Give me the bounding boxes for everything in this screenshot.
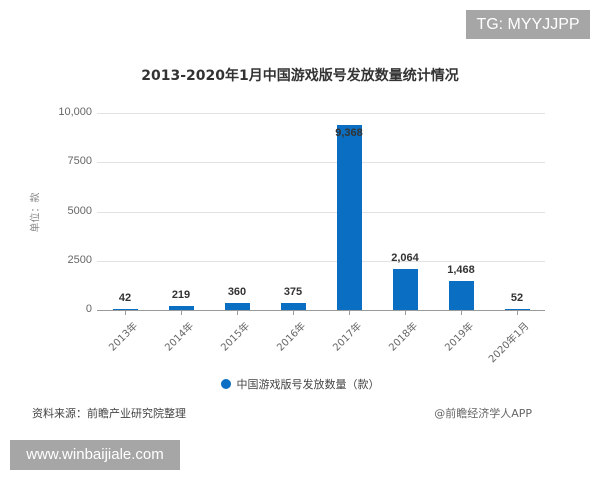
bar-value-label: 52 — [510, 292, 524, 304]
x-tick-mark — [293, 311, 294, 315]
bar — [281, 303, 306, 310]
x-tick-label: 2016年 — [274, 320, 308, 354]
bar — [225, 303, 250, 310]
x-tick-label: 2015年 — [218, 320, 252, 354]
y-tick-label: 0 — [85, 303, 92, 315]
x-tick-label: 2017年 — [330, 320, 364, 354]
data-source: 资料来源：前瞻产业研究院整理 — [32, 407, 186, 420]
bar-value-label: 375 — [283, 286, 303, 298]
x-tick-mark — [237, 311, 238, 315]
x-tick-label: 2019年 — [442, 320, 476, 354]
x-tick-label: 2020年1月 — [487, 320, 532, 366]
bar-value-label: 1,468 — [447, 264, 475, 276]
x-tick-mark — [349, 311, 350, 315]
tg-watermark-badge: TG: MYYJJPP — [466, 10, 590, 39]
y-axis-label: 单位：款 — [30, 192, 42, 233]
x-tick-mark — [181, 311, 182, 315]
gridline — [97, 113, 545, 114]
legend-label: 中国游戏版号发放数量（款） — [236, 378, 380, 391]
legend: 中国游戏版号发放数量（款） — [0, 376, 600, 392]
gridline — [97, 261, 545, 262]
y-tick-label: 2500 — [67, 254, 92, 266]
y-tick-label: 5000 — [67, 205, 92, 217]
bar-value-label: 360 — [227, 286, 247, 298]
y-tick-label: 10,000 — [58, 106, 92, 118]
credit: @前瞻经济学人APP — [434, 407, 532, 420]
x-tick-mark — [405, 311, 406, 315]
x-tick-label: 2013年 — [106, 320, 140, 354]
bar-value-label: 9,368 — [335, 127, 363, 139]
chart-title: 2013-2020年1月中国游戏版号发放数量统计情况 — [141, 68, 459, 84]
url-watermark-badge: www.winbaijiale.com — [10, 440, 180, 470]
bar-value-label: 219 — [171, 289, 191, 301]
x-tick-label: 2014年 — [162, 320, 196, 354]
bar — [505, 309, 530, 310]
x-tick-mark — [517, 311, 518, 315]
bar-value-label: 42 — [118, 292, 132, 304]
x-tick-mark — [125, 311, 126, 315]
y-tick-label: 7500 — [67, 155, 92, 167]
bar — [113, 309, 138, 310]
bar — [337, 125, 362, 310]
bar — [393, 269, 418, 310]
legend-dot-icon — [220, 379, 231, 389]
x-tick-mark — [461, 311, 462, 315]
bar-value-label: 2,064 — [391, 252, 419, 264]
x-tick-label: 2018年 — [386, 320, 420, 354]
bar — [169, 306, 194, 310]
x-axis-line — [97, 310, 545, 311]
gridline — [97, 162, 545, 163]
gridline — [97, 212, 545, 213]
bar — [449, 281, 474, 310]
